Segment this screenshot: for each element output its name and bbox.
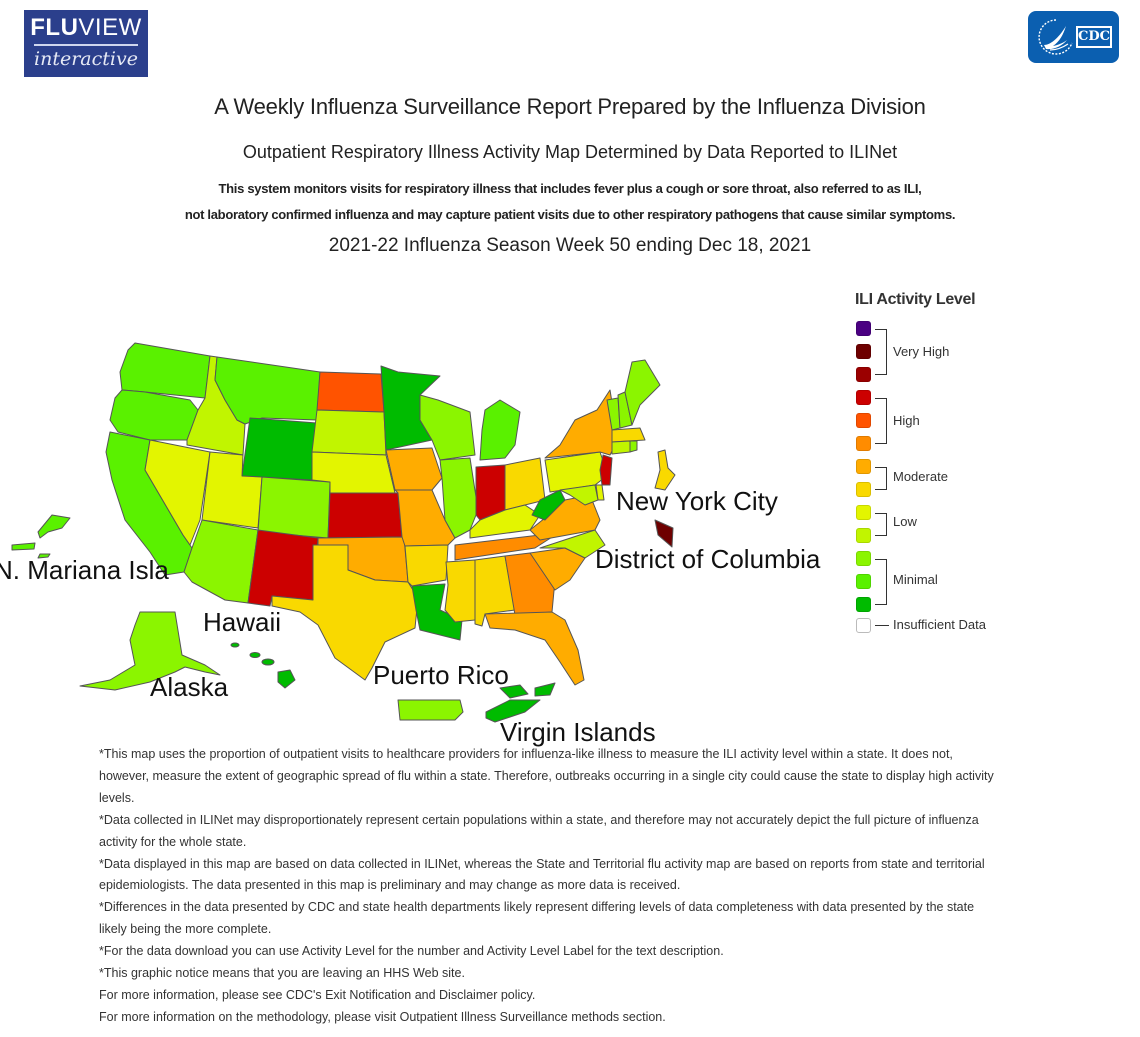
state-alaska[interactable] <box>79 611 221 691</box>
map-subtitle: Outpatient Respiratory Illness Activity … <box>242 142 898 162</box>
footnote-2: *Data collected in ILINet may disproport… <box>99 812 979 849</box>
state-washington[interactable] <box>119 342 211 399</box>
bracket-minimal <box>875 559 887 605</box>
state-new-mexico[interactable] <box>247 529 319 607</box>
territory-puerto-rico[interactable] <box>397 699 464 721</box>
state-kentucky[interactable] <box>469 504 541 539</box>
state-rhode-island[interactable] <box>629 440 638 453</box>
state-colorado[interactable] <box>257 476 331 539</box>
state-south-carolina[interactable] <box>529 547 586 591</box>
state-west-virginia[interactable] <box>531 489 566 521</box>
fluview-logo[interactable]: FLUVIEW interactive <box>24 10 148 77</box>
legend-swatch-level-9 <box>856 413 871 428</box>
legend-swatch-level-11 <box>856 367 871 382</box>
footnote-4: *Differences in the data presented by CD… <box>99 900 975 937</box>
state-mississippi[interactable] <box>444 559 476 623</box>
bracket-high <box>875 398 887 444</box>
legend-label-moderate: Moderate <box>893 469 948 484</box>
label-new-york-city: New York City <box>616 486 778 516</box>
territory-virgin-islands[interactable] <box>485 682 556 723</box>
label-hawaii: Hawaii <box>203 607 282 637</box>
legend-swatch-level-1 <box>856 597 871 612</box>
legend-title: ILI Activity Level <box>855 291 976 308</box>
legend-swatch-level-6 <box>856 482 871 497</box>
state-kansas[interactable] <box>327 492 403 539</box>
legend-swatch-level-2 <box>856 574 871 589</box>
state-maine[interactable] <box>624 359 661 426</box>
state-louisiana[interactable] <box>411 583 463 641</box>
footnote-1: *This map uses the proportion of outpati… <box>99 747 994 805</box>
state-wisconsin[interactable] <box>419 394 476 461</box>
legend-swatch-level-4 <box>856 528 871 543</box>
state-wyoming[interactable] <box>241 417 318 481</box>
footnotes: *This map uses the proportion of outpati… <box>99 744 999 1029</box>
legend-swatch-level-3 <box>856 551 871 566</box>
label-alaska: Alaska <box>150 672 229 702</box>
state-north-dakota[interactable] <box>316 371 385 413</box>
fluview-logo-subtitle: interactive <box>34 48 138 70</box>
fluview-logo-rule <box>34 44 138 46</box>
state-connecticut[interactable] <box>611 440 631 455</box>
season-week-label: 2021-22 Influenza Season Week 50 ending … <box>328 235 812 256</box>
label-puerto-rico: Puerto Rico <box>373 660 509 690</box>
cdc-wordmark: CDC <box>1076 26 1112 48</box>
state-arkansas[interactable] <box>404 544 449 587</box>
state-florida[interactable] <box>484 611 585 686</box>
legend-label-very-high: Very High <box>893 344 950 359</box>
page-title: A Weekly Influenza Surveillance Report P… <box>214 94 926 119</box>
legend-swatch-level-5 <box>856 505 871 520</box>
hhs-eagle-icon <box>1038 19 1073 55</box>
footnote-6: *This graphic notice means that you are … <box>99 966 465 981</box>
legend-swatch-level-10 <box>856 390 871 405</box>
us-choropleth <box>11 342 676 723</box>
state-south-dakota[interactable] <box>311 409 387 456</box>
legend-swatch-level-13 <box>856 321 871 336</box>
territory-n-mariana-islands[interactable] <box>11 514 71 559</box>
state-massachusetts[interactable] <box>611 427 646 443</box>
exit-notification-link[interactable]: For more information, please see CDC's E… <box>99 987 536 1002</box>
state-hawaii[interactable] <box>230 642 296 689</box>
state-michigan[interactable] <box>479 399 521 461</box>
state-iowa[interactable] <box>385 447 443 491</box>
label-district-of-columbia: District of Columbia <box>595 544 821 574</box>
state-new-jersey[interactable] <box>599 454 613 486</box>
state-illinois[interactable] <box>439 457 479 539</box>
label-virgin-islands: Virgin Islands <box>500 717 656 747</box>
cdc-logo[interactable]: CDC <box>1028 11 1119 63</box>
bracket-very-high <box>875 329 887 375</box>
ili-activity-map: New York City District of Columbia N. Ma… <box>0 280 850 750</box>
legend-label-high: High <box>893 413 920 428</box>
legend-swatch-insufficient <box>856 618 871 633</box>
bracket-low <box>875 513 887 536</box>
state-texas[interactable] <box>271 544 419 681</box>
legend-label-insufficient: Insufficient Data <box>893 617 986 632</box>
legend-swatch-level-7 <box>856 459 871 474</box>
description-line-1: This system monitors visits for respirat… <box>218 181 922 196</box>
legend-label-minimal: Minimal <box>893 572 938 587</box>
fluview-logo-wordmark: FLUVIEW <box>30 14 142 41</box>
legend-swatch-level-8 <box>856 436 871 451</box>
description-line-2: not laboratory confirmed influenza and m… <box>184 207 956 222</box>
state-north-carolina[interactable] <box>539 529 606 559</box>
bracket-moderate <box>875 467 887 490</box>
region-district-of-columbia[interactable] <box>654 519 674 548</box>
methodology-link[interactable]: For more information on the methodology,… <box>99 1009 666 1024</box>
legend-swatch-level-12 <box>856 344 871 359</box>
footnote-5: *For the data download you can use Activ… <box>99 944 724 959</box>
region-new-york-city[interactable] <box>654 449 676 491</box>
ili-legend: ILI Activity Level Very High High Modera… <box>852 288 1032 638</box>
legend-dash-insufficient <box>875 625 889 626</box>
footnote-3: *Data displayed in this map are based on… <box>99 856 985 893</box>
legend-label-low: Low <box>893 514 917 529</box>
state-maryland[interactable] <box>559 484 599 506</box>
state-oregon[interactable] <box>109 389 199 441</box>
label-n-mariana-islands: N. Mariana Isla <box>0 555 169 585</box>
state-tennessee[interactable] <box>454 531 561 561</box>
state-ohio[interactable] <box>504 457 546 511</box>
